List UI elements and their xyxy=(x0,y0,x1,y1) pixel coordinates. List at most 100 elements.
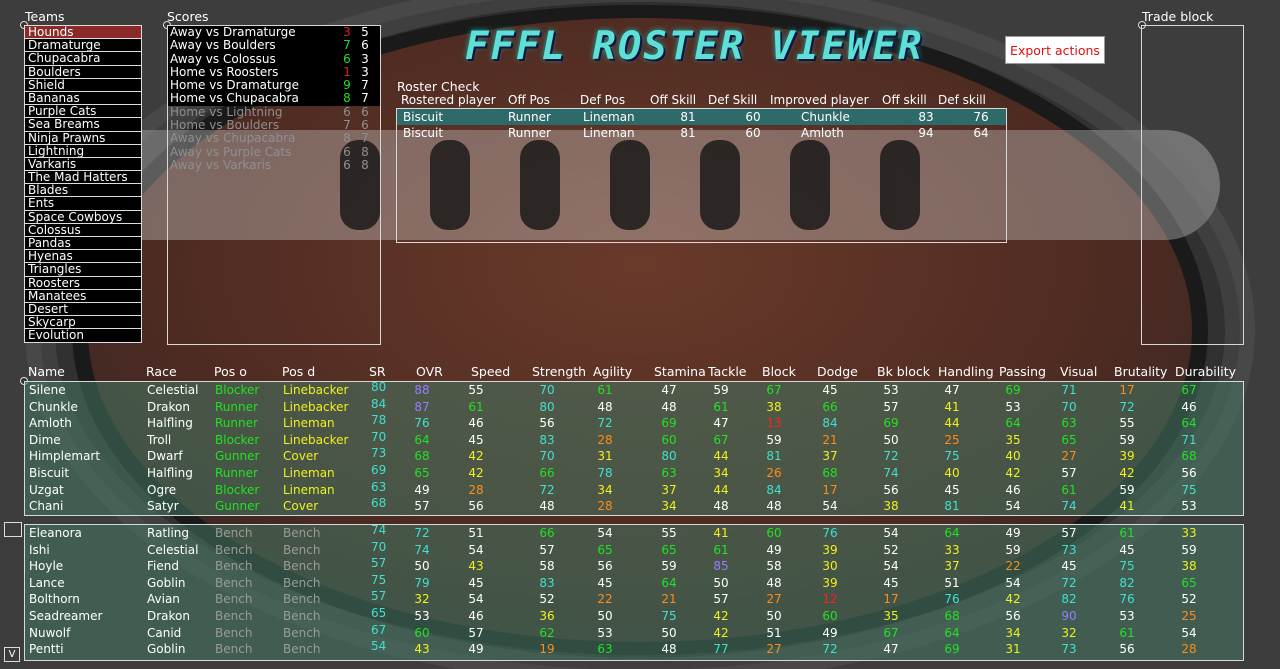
score-row[interactable]: Home vs Dramaturge 9 7 xyxy=(168,79,380,93)
column-header-dodge[interactable]: Dodge xyxy=(817,364,858,379)
team-item[interactable]: Colossus xyxy=(24,223,142,237)
team-item[interactable]: Bananas xyxy=(24,91,142,106)
team-item[interactable]: Lightning xyxy=(24,144,142,158)
roster-check-table: Biscuit Runner Lineman 81 60 Chunkle 83 76 Biscu… xyxy=(396,108,1007,243)
team-item[interactable]: Triangles xyxy=(24,263,142,277)
trade-block-panel[interactable] xyxy=(1141,25,1244,345)
team-item[interactable]: Shield xyxy=(24,78,142,92)
team-item[interactable]: Pandas xyxy=(24,237,142,251)
player-row[interactable]: Pentti Goblin Bench Bench 54 43 49 19 63 48 77 27 72… xyxy=(25,639,1243,658)
player-row[interactable]: Chani Satyr Gunner Cover 68 57 56 48 28 34 48 48 54 3… xyxy=(25,496,1243,515)
player-row[interactable]: Seadreamer Drakon Bench Bench 65 53 46 36 50 75 42… xyxy=(25,606,1243,625)
column-header-passing[interactable]: Passing xyxy=(999,364,1046,379)
team-item[interactable]: Hounds xyxy=(24,25,142,40)
player-row[interactable]: Silene Celestial Blocker Linebacker 80 88 55 70… xyxy=(25,380,1243,399)
score-row[interactable]: Away vs Chupacabra 8 7 xyxy=(168,132,380,145)
score-row[interactable]: Away vs Varkaris 6 8 xyxy=(168,157,380,172)
team-item[interactable]: Ents xyxy=(24,197,142,211)
player-name: Chunkle xyxy=(29,399,78,414)
column-header-tackle[interactable]: Tackle xyxy=(708,364,747,379)
player-stat: 61 xyxy=(1119,526,1135,540)
team-item[interactable]: The Mad Hatters xyxy=(24,171,142,185)
team-item[interactable]: Skycarp xyxy=(24,316,142,330)
team-item[interactable]: Manatees xyxy=(24,289,142,303)
score-team: 7 xyxy=(343,118,351,133)
roster-check-cell: Runner xyxy=(508,126,551,140)
column-header-pos-d[interactable]: Pos d xyxy=(282,364,316,379)
export-actions-button[interactable]: Export actions xyxy=(1005,36,1105,64)
score-opponent: 6 xyxy=(361,38,369,53)
column-header-agility[interactable]: Agility xyxy=(593,364,633,379)
column-header-handling[interactable]: Handling xyxy=(938,364,994,379)
column-header-brutality[interactable]: Brutality xyxy=(1114,364,1168,379)
team-item[interactable]: Purple Cats xyxy=(24,105,142,119)
player-stat: 72 xyxy=(1061,575,1077,590)
player-row[interactable]: Lance Goblin Bench Bench 75 79 45 83 45 64 50 48 39 4… xyxy=(25,573,1243,592)
column-header-bk-block[interactable]: Bk block xyxy=(877,364,930,379)
player-stat: 84 xyxy=(822,416,838,431)
team-item[interactable]: Chupacabra xyxy=(24,52,142,66)
player-row[interactable]: Bolthorn Avian Bench Bench 57 32 54 52 22 21 57 27 1… xyxy=(25,589,1243,608)
player-row[interactable]: Chunkle Drakon Runner Linebacker 84 87 61 80 48 4… xyxy=(25,397,1243,416)
team-item[interactable]: Desert xyxy=(24,302,142,317)
team-item[interactable]: Dramaturge xyxy=(24,39,142,53)
team-item[interactable]: Hyenas xyxy=(24,250,142,264)
player-row[interactable]: Biscuit Halfling Runner Lineman 69 65 42 66 78 63… xyxy=(25,463,1243,482)
column-header-durability[interactable]: Durability xyxy=(1175,364,1236,379)
column-header-race[interactable]: Race xyxy=(146,364,177,379)
roster-check-row[interactable]: Biscuit Runner Lineman 81 60 Amloth 94 64 xyxy=(397,125,1006,141)
score-row[interactable]: Away vs Boulders 7 6 xyxy=(168,38,380,53)
team-item[interactable]: Space Cowboys xyxy=(24,210,142,224)
player-stat: 13 xyxy=(766,416,782,431)
player-row[interactable]: Ishi Celestial Bench Bench 70 74 54 57 65 65 61 49 3… xyxy=(25,540,1243,559)
column-header-speed[interactable]: Speed xyxy=(471,364,511,379)
player-row[interactable]: Amloth Halfling Runner Lineman 78 76 46 56 72 69 4… xyxy=(25,413,1243,432)
roster-check-cell: 94 xyxy=(918,126,934,140)
player-row[interactable]: Dime Troll Blocker Linebacker 70 64 45 83 28 60 67… xyxy=(25,430,1243,449)
player-row[interactable]: Eleanora Ratling Bench Bench 74 72 51 66 54 55 41 6… xyxy=(25,523,1243,542)
player-row[interactable]: Nuwolf Canid Bench Bench 67 60 57 62 53 50 42 51 49 6… xyxy=(25,623,1243,642)
column-header-strength[interactable]: Strength xyxy=(532,364,587,379)
player-stat: 74 xyxy=(414,542,430,557)
team-item[interactable]: Ninja Prawns xyxy=(24,131,142,145)
column-header-sr[interactable]: SR xyxy=(369,364,386,379)
score-opponent: 8 xyxy=(361,157,369,172)
roster-check-cell: Lineman xyxy=(583,110,635,124)
column-header-stamina[interactable]: Stamina xyxy=(654,364,706,379)
score-row[interactable]: Away vs Colossus 6 3 xyxy=(168,52,380,66)
player-row[interactable]: Uzgat Ogre Blocker Lineman 63 49 28 72 34 37 44 84 1… xyxy=(25,480,1243,499)
score-row[interactable]: Away vs Purple Cats 6 8 xyxy=(168,145,380,159)
score-row[interactable]: Home vs Chupacabra 8 7 xyxy=(168,92,380,106)
player-row[interactable]: Hoyle Fiend Bench Bench 57 50 43 58 56 59 85 58 30 54… xyxy=(25,556,1243,575)
roster-check-row[interactable]: Biscuit Runner Lineman 81 60 Chunkle 83 76 xyxy=(397,109,1006,125)
column-header-block[interactable]: Block xyxy=(762,364,796,379)
bench-marker[interactable] xyxy=(4,522,22,537)
team-item[interactable]: Varkaris xyxy=(24,157,142,172)
player-stat: 45 xyxy=(944,482,960,497)
column-header-name[interactable]: Name xyxy=(28,364,65,379)
score-game: Away vs Dramaturge xyxy=(170,26,296,39)
score-row[interactable]: Home vs Lightning 6 6 xyxy=(168,105,380,119)
score-opponent: 5 xyxy=(361,25,369,39)
column-header-ovr[interactable]: OVR xyxy=(416,364,443,379)
team-item[interactable]: Boulders xyxy=(24,65,142,79)
player-stat: 42 xyxy=(1005,465,1021,480)
player-stat: 58 xyxy=(766,559,782,574)
player-row[interactable]: Himplemart Dwarf Gunner Cover 73 68 42 70 31 80 44… xyxy=(25,446,1243,465)
player-pos-defense: Lineman xyxy=(283,416,335,431)
column-header-pos-o[interactable]: Pos o xyxy=(214,364,247,379)
column-header-visual[interactable]: Visual xyxy=(1060,364,1098,379)
team-item[interactable]: Roosters xyxy=(24,276,142,290)
player-stat: 51 xyxy=(468,526,484,540)
score-row[interactable]: Away vs Dramaturge 3 5 xyxy=(168,25,380,40)
team-item[interactable]: Sea Breams xyxy=(24,118,142,132)
player-stat: 49 xyxy=(822,625,838,640)
team-item[interactable]: Evolution xyxy=(24,329,142,343)
team-item[interactable]: Blades xyxy=(24,184,142,198)
player-race: Troll xyxy=(147,432,172,447)
collapse-toggle-button[interactable]: V xyxy=(4,647,20,662)
player-stat: 52 xyxy=(1181,592,1197,607)
score-row[interactable]: Home vs Boulders 7 6 xyxy=(168,118,380,133)
score-row[interactable]: Home vs Roosters 1 3 xyxy=(168,65,380,80)
player-sr: 68 xyxy=(371,496,387,511)
